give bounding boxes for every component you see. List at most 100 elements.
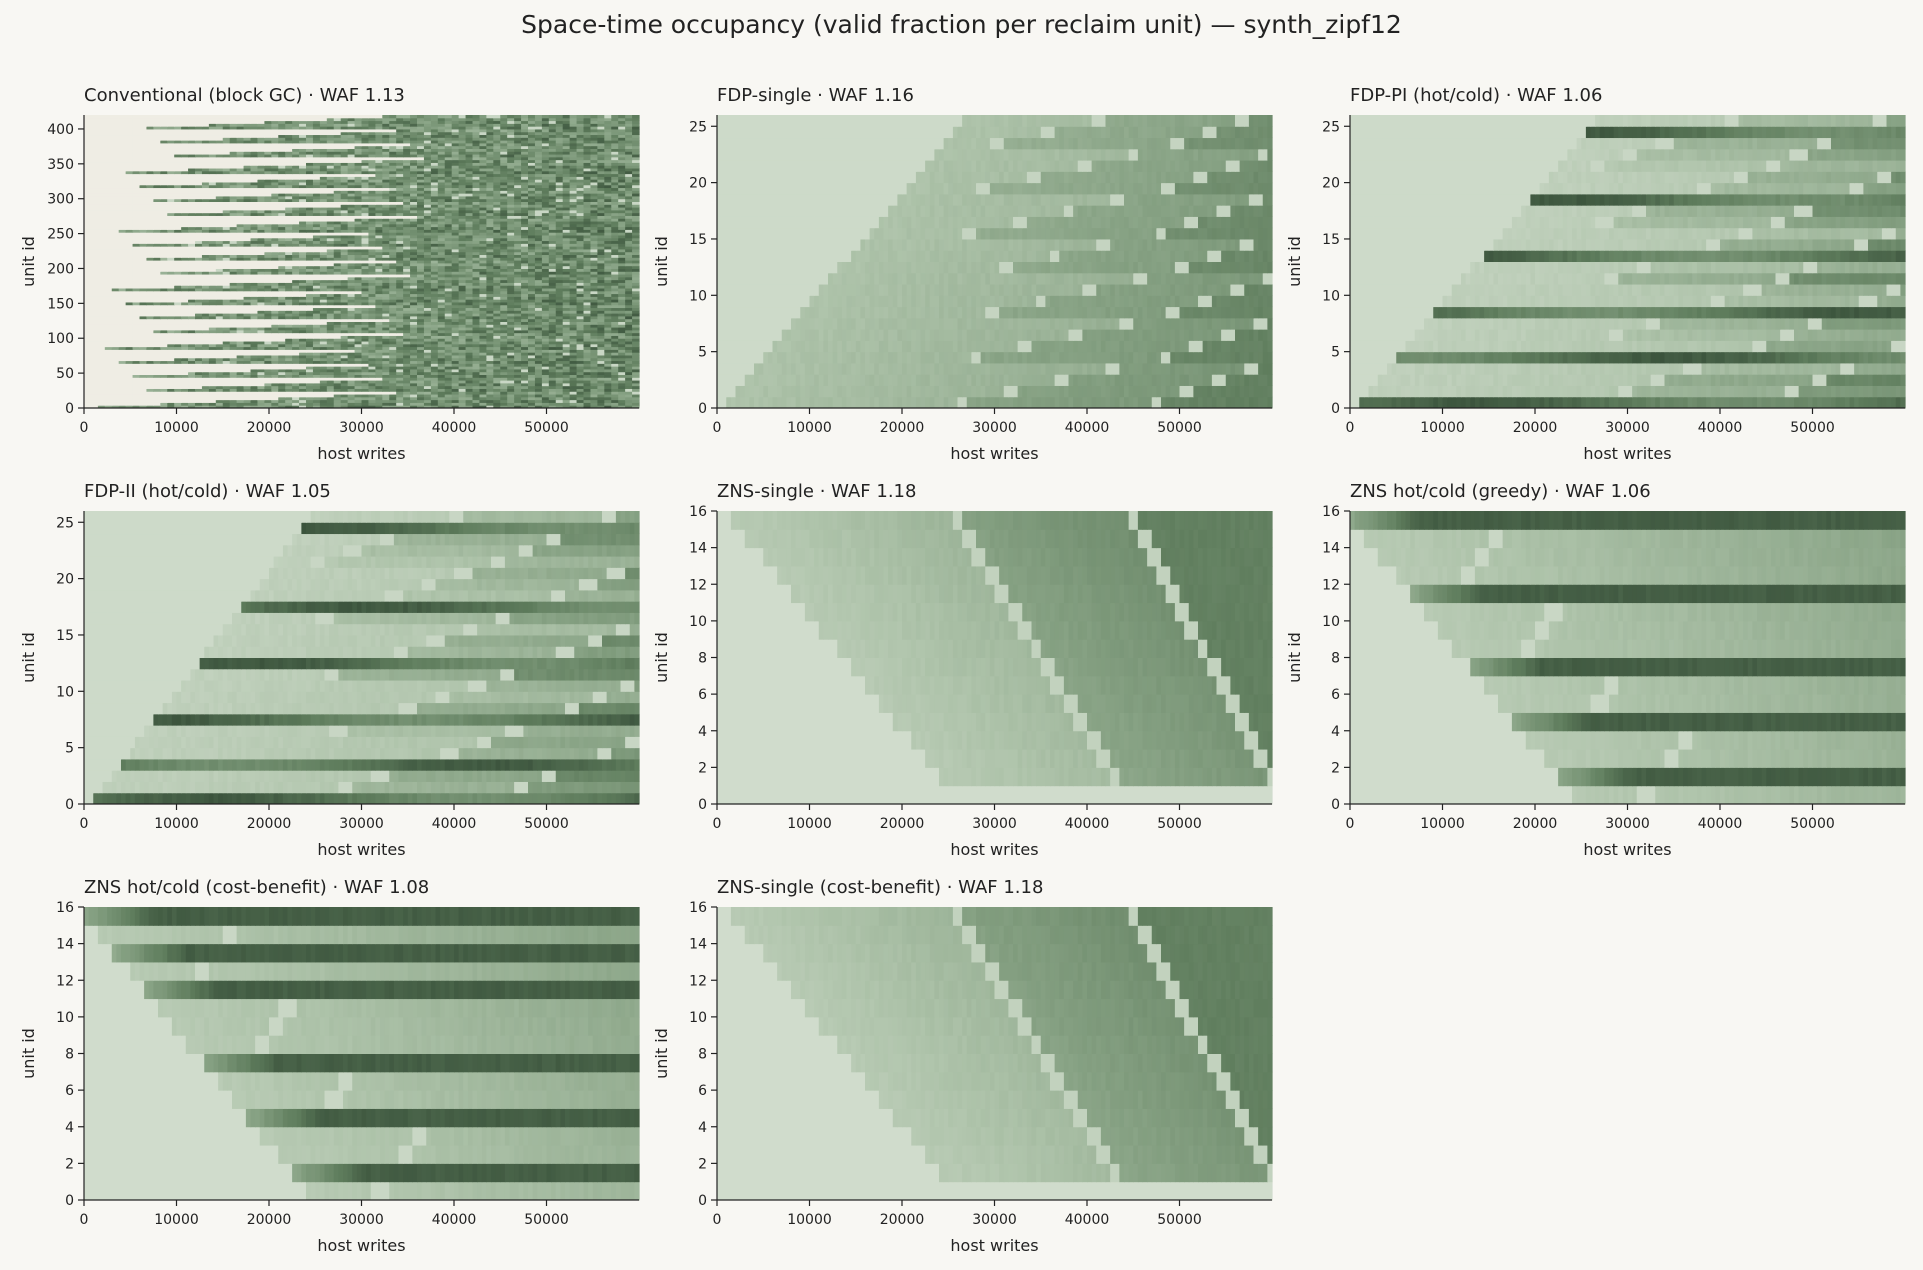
heatmap-cell: [236, 343, 245, 348]
heatmap-cell: [195, 246, 203, 250]
heatmap-cell: [306, 402, 314, 406]
heatmap-cell: [125, 251, 134, 256]
heatmap-cell: [611, 338, 619, 342]
heatmap-cell: [423, 385, 432, 389]
heatmap-cell: [611, 313, 619, 317]
heatmap-cell: [285, 346, 293, 350]
heatmap-cell: [555, 399, 564, 403]
heatmap-cell: [479, 329, 487, 334]
heatmap-cell: [521, 301, 529, 306]
heatmap-cell: [243, 368, 252, 373]
heatmap-cell: [569, 327, 578, 331]
heatmap-cell: [417, 338, 425, 342]
heatmap-cell: [632, 371, 640, 376]
heatmap-cell: [444, 368, 453, 373]
heatmap-cell: [299, 315, 307, 320]
heatmap-cell: [222, 299, 231, 303]
heatmap-cell: [97, 304, 106, 309]
heatmap-cell: [174, 257, 182, 261]
heatmap-cell: [437, 368, 446, 373]
heatmap-cell: [319, 380, 328, 384]
heatmap-cell: [368, 299, 376, 303]
heatmap-cell: [597, 304, 605, 309]
heatmap-cell: [576, 371, 585, 376]
heatmap-cell: [215, 304, 224, 309]
heatmap-cell: [188, 354, 196, 359]
heatmap-cell: [465, 380, 474, 384]
heatmap-cell: [292, 329, 300, 334]
heatmap-cell: [417, 307, 425, 311]
heatmap-cell: [153, 374, 161, 378]
heatmap-cell: [139, 251, 148, 256]
heatmap-cell: [562, 391, 571, 395]
heatmap-cell: [222, 377, 231, 381]
heatmap-cell: [458, 248, 467, 253]
heatmap-cell: [583, 285, 592, 289]
heatmap-cell: [236, 285, 245, 289]
heatmap-cell: [229, 360, 238, 364]
heatmap-cell: [160, 394, 168, 398]
heatmap-cell: [160, 335, 168, 339]
heatmap-cell: [541, 371, 550, 376]
heatmap-cell: [312, 354, 321, 359]
heatmap-cell: [361, 299, 370, 303]
heatmap-cell: [493, 296, 501, 300]
heatmap-cell: [167, 363, 175, 367]
heatmap-cell: [486, 234, 494, 239]
heatmap-cell: [632, 251, 640, 256]
heatmap-cell: [625, 299, 633, 303]
heatmap-cell: [299, 271, 307, 275]
heatmap-cell: [271, 380, 279, 384]
heatmap-cell: [521, 246, 529, 250]
heatmap-cell: [521, 274, 529, 278]
heatmap-cell: [278, 288, 286, 292]
heatmap-cell: [299, 349, 307, 353]
heatmap-cell: [604, 382, 612, 387]
heatmap-cell: [84, 265, 92, 269]
heatmap-cell: [534, 346, 543, 350]
heatmap-cell: [250, 260, 259, 264]
heatmap-cell: [444, 360, 453, 364]
heatmap-cell: [181, 304, 189, 309]
heatmap-cell: [174, 354, 182, 359]
heatmap-cell: [382, 338, 390, 342]
heatmap-cell: [306, 260, 314, 264]
heatmap-cell: [444, 335, 453, 339]
heatmap-cell: [451, 399, 460, 403]
heatmap-cell: [306, 304, 314, 309]
heatmap-cell: [312, 290, 321, 295]
heatmap-cell: [146, 257, 154, 261]
heatmap-cell: [201, 363, 210, 367]
heatmap-cell: [174, 240, 182, 244]
heatmap-cell: [146, 276, 154, 281]
heatmap-cell: [257, 382, 265, 387]
heatmap-cell: [389, 310, 397, 314]
heatmap-cell: [597, 396, 605, 401]
heatmap-cell: [292, 293, 300, 297]
heatmap-cell: [292, 276, 300, 281]
heatmap-cell: [146, 310, 154, 314]
heatmap-cell: [410, 391, 418, 395]
heatmap-cell: [201, 271, 210, 275]
heatmap-cell: [181, 301, 189, 306]
heatmap-cell: [555, 304, 564, 309]
heatmap-cell: [195, 346, 203, 350]
heatmap-cell: [611, 352, 619, 356]
heatmap-cell: [236, 363, 245, 367]
heatmap-cell: [132, 352, 141, 356]
heatmap-cell: [306, 391, 314, 395]
heatmap-cell: [597, 399, 605, 403]
heatmap-cell: [201, 248, 210, 253]
heatmap-cell: [319, 234, 328, 239]
heatmap-cell: [181, 290, 189, 295]
heatmap-cell: [319, 254, 328, 258]
heatmap-cell: [430, 371, 439, 376]
heatmap-cell: [486, 293, 494, 297]
heatmap-cell: [354, 405, 363, 409]
heatmap-cell: [153, 248, 161, 253]
heatmap-cell: [368, 399, 376, 403]
heatmap-cell: [541, 338, 550, 342]
heatmap-cell: [430, 310, 439, 314]
heatmap-cell: [625, 354, 633, 359]
heatmap-cell: [250, 318, 259, 322]
